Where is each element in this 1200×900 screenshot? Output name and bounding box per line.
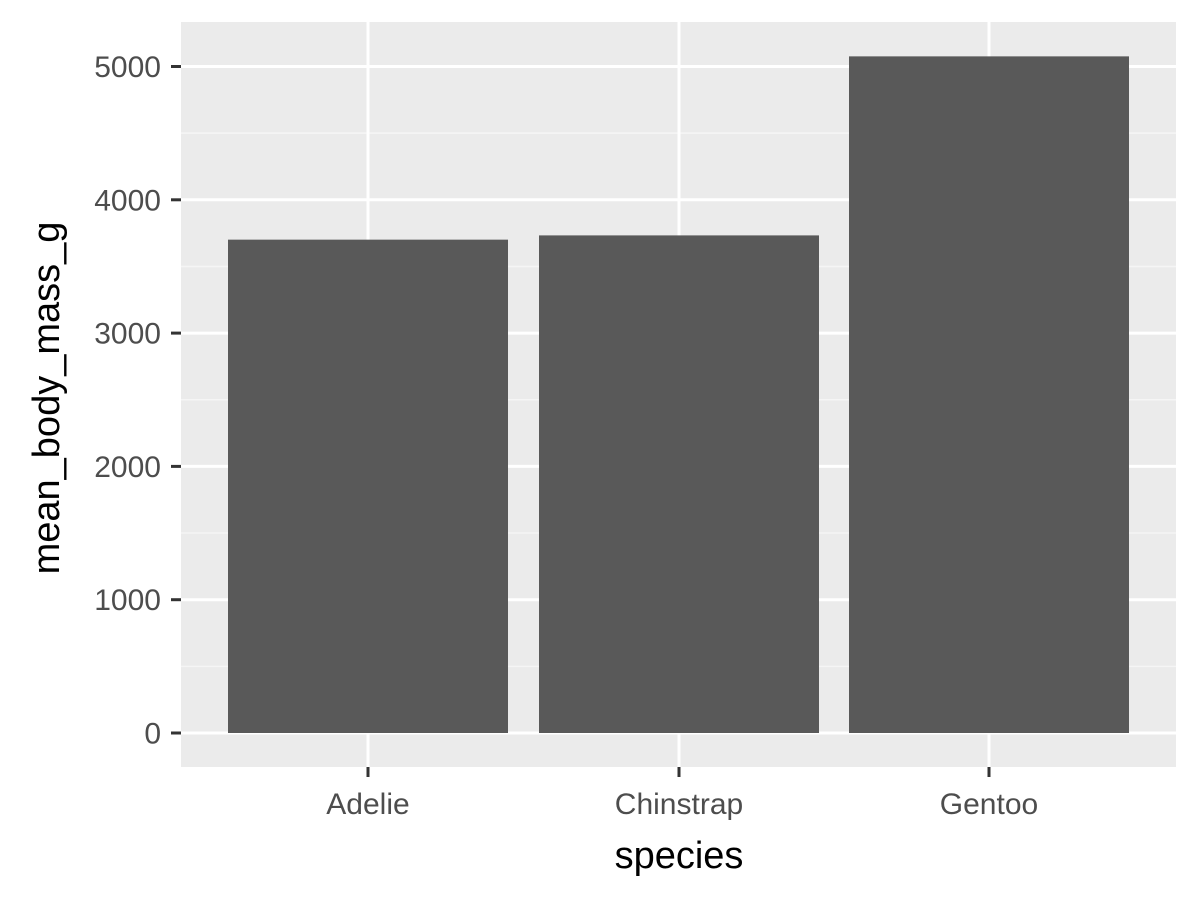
y-tick-label: 3000 (94, 318, 161, 351)
y-tick-label: 4000 (94, 184, 161, 217)
y-tick-label: 5000 (94, 51, 161, 84)
y-axis-title: mean_body_mass_g (26, 222, 68, 575)
bar-gentoo (849, 56, 1129, 733)
x-tick-label-chinstrap: Chinstrap (615, 788, 743, 821)
axes: 0 1000 2000 3000 4000 5000 Adelie Chinstrap Gent… (94, 51, 1038, 821)
bar-chinstrap (539, 235, 819, 733)
y-tick-label: 0 (144, 718, 161, 751)
x-axis-title: species (615, 835, 744, 877)
y-tick-label: 2000 (94, 451, 161, 484)
y-tick-label: 1000 (94, 584, 161, 617)
bars (228, 56, 1129, 734)
x-tick-label-gentoo: Gentoo (940, 788, 1038, 821)
bar-adelie (228, 239, 508, 734)
x-tick-label-adelie: Adelie (326, 788, 409, 821)
